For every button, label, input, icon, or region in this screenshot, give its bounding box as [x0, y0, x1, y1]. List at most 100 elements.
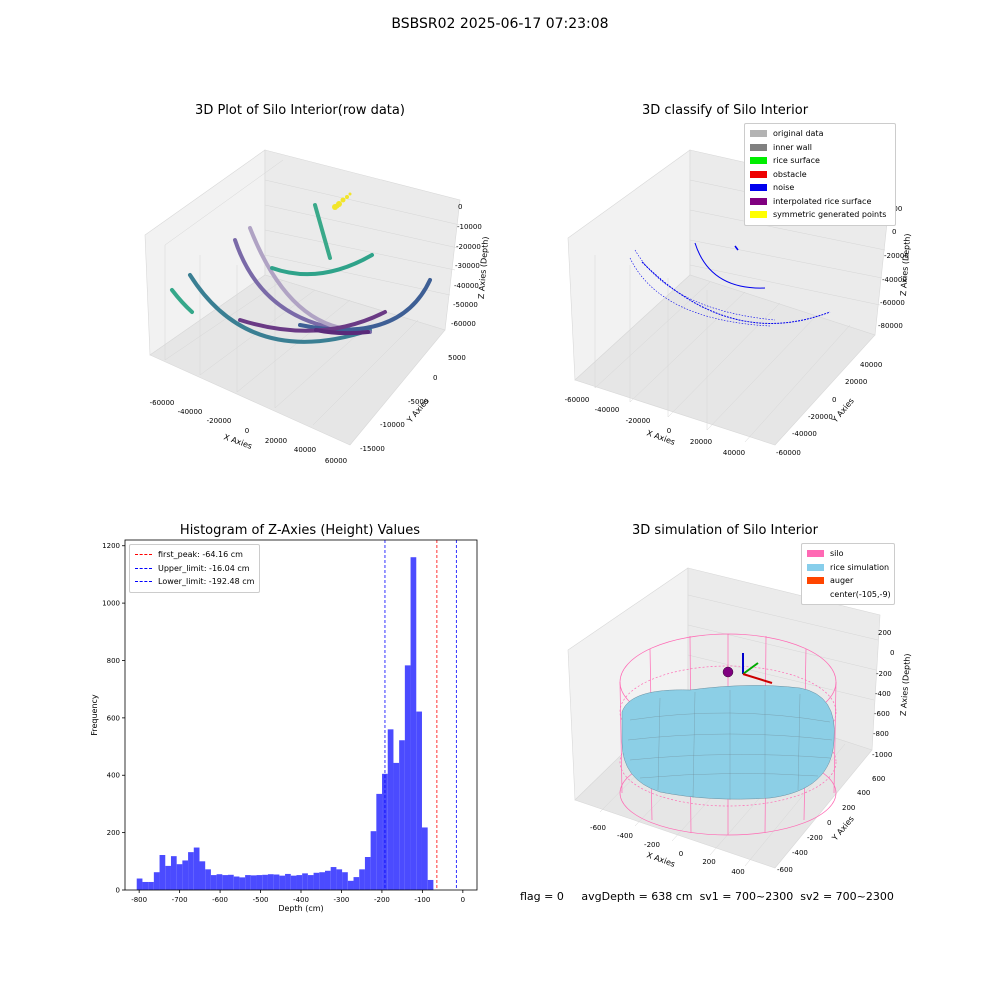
classify-ytick: 0	[832, 396, 836, 404]
legend-swatch	[750, 157, 767, 165]
simulation-xtick: -600	[590, 824, 606, 832]
histogram-xtick-label: -800	[131, 896, 147, 904]
legend-item: original data	[750, 127, 890, 141]
histogram-bar	[370, 831, 377, 890]
classify-xtick: -60000	[565, 396, 590, 404]
legend-item: noise	[750, 181, 890, 195]
legend-label: rice surface	[773, 156, 820, 165]
legend-item: obstacle	[750, 168, 890, 182]
classify-ytick: -20000	[808, 413, 833, 421]
legend-label: interpolated rice surface	[773, 196, 872, 206]
raw-y-ticks: 5000 0 -5000 -10000 -15000	[360, 354, 466, 453]
raw-ztick: -50000	[453, 301, 478, 309]
raw-ytick: -5000	[408, 398, 428, 406]
histogram-bar	[399, 740, 405, 890]
histogram-bar	[387, 729, 394, 890]
simulation-ytick: 600	[872, 775, 885, 783]
histogram-bar	[256, 875, 263, 890]
histogram-ytick-label: 200	[107, 829, 120, 837]
footer-sv2: sv2 = 700~2300	[800, 890, 894, 903]
legend-label: auger	[830, 576, 854, 585]
legend-label: rice simulation	[830, 562, 890, 572]
simulation-z-ticks: 200 0 -200 -400 -600 -800 -1000	[872, 629, 894, 759]
simulation-xtick: 0	[679, 850, 683, 858]
histogram-bar	[165, 865, 171, 890]
legend-label: silo	[830, 549, 844, 558]
legend-swatch	[750, 130, 767, 138]
legend-label: center(-105,-9)	[830, 589, 891, 599]
raw-arc-series	[170, 203, 432, 344]
simulation-plot-title: 3D simulation of Silo Interior	[632, 523, 818, 538]
histogram-bar	[273, 874, 280, 890]
legend-swatch	[807, 563, 824, 571]
classify-plot-title: 3D classify of Silo Interior	[641, 103, 809, 118]
histogram-xtick-label: -700	[172, 896, 188, 904]
legend-line	[135, 554, 152, 556]
simulation-ytick: -200	[807, 834, 823, 842]
simulation-ytick: 0	[827, 819, 831, 827]
histogram-bar	[427, 879, 434, 890]
simulation-ztick: -1000	[872, 751, 892, 759]
simulation-y-ticks: 600 400 200 0 -200 -400 -600	[777, 775, 885, 874]
histogram-bar	[416, 711, 422, 890]
histogram-bar	[262, 874, 268, 890]
histogram-bar	[176, 864, 183, 890]
histogram-bar	[159, 855, 166, 890]
histogram-bar	[210, 875, 217, 890]
status-footer: flag = 0 avgDepth = 638 cm sv1 = 700~230…	[520, 890, 894, 903]
legend-label: original data	[773, 129, 824, 138]
footer-flag: flag = 0	[520, 890, 564, 903]
histogram-bar	[359, 869, 365, 890]
raw-xtick: -20000	[207, 417, 232, 425]
legend-item: interpolated rice surface	[750, 195, 890, 209]
simulation-ylabel: Y Axies	[830, 814, 856, 843]
legend-line	[135, 581, 152, 583]
histogram-xtick-label: -400	[293, 896, 309, 904]
histogram-bar	[222, 875, 229, 890]
legend-swatch	[750, 184, 767, 192]
legend-swatch	[750, 211, 767, 219]
raw-zlabel: Z Axies (Depth)	[477, 236, 490, 299]
raw-ztick: -10000	[457, 223, 482, 231]
raw-xtick: 0	[245, 427, 249, 435]
histogram-bar	[376, 793, 383, 890]
histogram-bar	[279, 875, 286, 890]
simulation-x-ticks: -600 -400 -200 0 200 400	[590, 824, 745, 876]
histogram-bar	[170, 856, 177, 890]
histogram-bar	[421, 827, 428, 890]
histogram-bar	[319, 872, 325, 890]
histogram-bar	[233, 876, 240, 890]
histogram-ytick-label: 1000	[102, 600, 120, 608]
histogram-xtick-label: -300	[334, 896, 350, 904]
histogram-bar	[205, 869, 211, 890]
classify-xlabel: X Axies	[645, 428, 676, 447]
histogram-bar	[364, 857, 371, 890]
histogram-bar	[136, 878, 143, 890]
histogram-bar	[353, 877, 360, 890]
raw-ztick: -30000	[455, 262, 480, 270]
legend-swatch	[750, 143, 767, 151]
histogram-bar	[342, 872, 348, 890]
classify-noise-arcs	[629, 242, 831, 327]
raw-xtick: -60000	[150, 399, 175, 407]
histogram-bar	[290, 875, 297, 890]
histogram-bar	[336, 869, 343, 890]
classify-ztick: -20000	[884, 252, 909, 260]
histogram-bar	[250, 875, 257, 890]
histogram-bar	[239, 877, 246, 890]
raw-xtick: 60000	[325, 457, 347, 465]
simulation-xlabel: X Axies	[645, 850, 676, 869]
histogram-bar	[142, 881, 149, 890]
histogram-xtick-label: -600	[212, 896, 228, 904]
simulation-ytick: 400	[857, 789, 870, 797]
legend-item: silo	[807, 547, 889, 561]
histogram-bar	[393, 762, 400, 890]
raw-z-ticks: 0 -10000 -20000 -30000 -40000 -50000 -60…	[451, 203, 482, 328]
rice-surface	[621, 685, 835, 800]
classify-ztick: -80000	[878, 322, 903, 330]
classify-3d-plot: -60000 -40000 -20000 0 20000 40000 X Axi…	[565, 149, 912, 457]
raw-ytick: 5000	[448, 354, 466, 362]
histogram-bar	[199, 861, 206, 890]
simulation-ztick: -800	[873, 730, 889, 738]
histogram-xtick-label: -100	[414, 896, 430, 904]
